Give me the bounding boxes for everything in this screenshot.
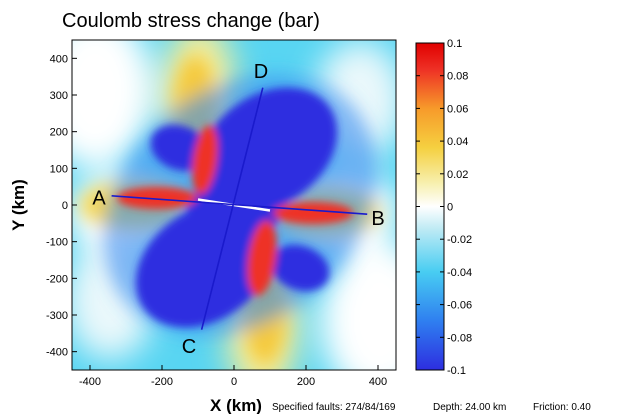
x-axis-label: X (km) [210, 396, 262, 414]
y-axis-label: Y (km) [9, 179, 28, 231]
chart-title: Coulomb stress change (bar) [62, 10, 320, 32]
colorbar-tick-label: -0.06 [447, 300, 472, 312]
colorbar-ticks: 0.1 0.08 0.06 0.04 0.02 0 -0.02 -0.04 -0.06 -0.08… [416, 38, 472, 377]
colorbar-tick-label: -0.02 [447, 234, 472, 246]
x-tick-label: 0 [231, 376, 237, 388]
colorbar-tick-label: -0.08 [447, 332, 472, 344]
y-tick-label: 300 [50, 90, 68, 102]
x-tick-label: 200 [297, 376, 315, 388]
profile-point-c: C [182, 336, 196, 358]
colorbar-tick-label: -0.04 [447, 267, 472, 279]
footer-friction: Friction: 0.40 [533, 402, 591, 413]
colorbar-tick-label: 0.1 [447, 38, 462, 50]
profile-point-labels: A B C D [92, 61, 384, 358]
colorbar [415, 42, 445, 371]
y-tick-label: 200 [50, 127, 68, 139]
y-tick-label: -300 [46, 310, 68, 322]
profile-point-b: B [371, 208, 384, 230]
y-axis-ticks: 400 300 200 100 0 -100 -200 -300 -400 [46, 53, 77, 359]
x-tick-label: -400 [79, 376, 101, 388]
footer-depth: Depth: 24.00 km [433, 402, 506, 413]
footer-faults: Specified faults: 274/84/169 [272, 402, 396, 413]
colorbar-tick-label: -0.1 [447, 365, 466, 377]
profile-a-b-line [111, 195, 368, 215]
y-tick-label: -100 [46, 237, 68, 249]
profile-point-a: A [92, 188, 106, 210]
map-overlays [111, 87, 368, 330]
colorbar-tick-label: 0.08 [447, 71, 468, 83]
profile-point-d: D [254, 61, 268, 83]
profile-c-d-line [200, 87, 264, 330]
colorbar-tick-label: 0.06 [447, 103, 468, 115]
colorbar-tick-label: 0 [447, 202, 453, 214]
y-tick-label: 0 [62, 200, 68, 212]
y-tick-label: -200 [46, 273, 68, 285]
y-tick-label: 100 [50, 163, 68, 175]
y-tick-label: -400 [46, 347, 68, 359]
colorbar-tick-label: 0.02 [447, 169, 468, 181]
x-tick-label: -200 [151, 376, 173, 388]
x-tick-label: 400 [369, 376, 387, 388]
y-tick-label: 400 [50, 53, 68, 65]
colorbar-tick-label: 0.04 [447, 136, 468, 148]
x-axis-ticks: -400 -200 0 200 400 [79, 365, 387, 388]
